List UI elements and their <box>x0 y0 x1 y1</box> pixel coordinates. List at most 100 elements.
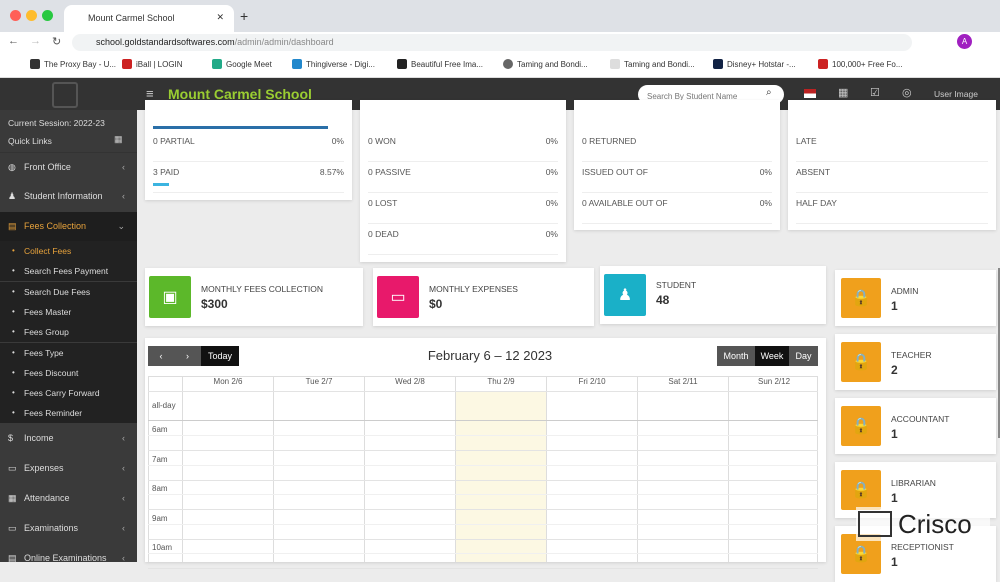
quick-links[interactable]: Quick Links <box>8 136 52 146</box>
calendar-today-button[interactable]: Today <box>201 346 239 366</box>
new-tab-button[interactable]: + <box>240 8 249 24</box>
maximize-window-button[interactable] <box>42 10 53 21</box>
calendar-icon[interactable]: ▦ <box>838 87 849 99</box>
language-flag-icon[interactable] <box>804 89 816 98</box>
globe-icon: ◍ <box>8 162 16 172</box>
day-header[interactable]: Wed 2/8 <box>364 377 455 391</box>
progress-bar <box>153 126 328 129</box>
lock-icon: 🔒 <box>841 406 881 446</box>
sidebar-item[interactable]: ▭ Examinations ‹ <box>8 523 125 533</box>
day-column <box>182 391 183 562</box>
time-label: 6am <box>152 425 168 434</box>
student-search-input[interactable] <box>638 85 784 104</box>
day-column <box>364 391 365 562</box>
day-header[interactable]: Sun 2/12 <box>728 377 819 391</box>
bookmark[interactable]: Disney+ Hotstar -... <box>713 59 796 69</box>
close-tab-icon[interactable]: ✕ <box>216 12 224 22</box>
fees-overview-card: 0 PARTIAL 0% 3 PAID 8.57% <box>145 100 352 200</box>
stat-role: 🔒 TEACHER 2 <box>835 334 996 390</box>
bookmark[interactable]: iBall | LOGIN <box>122 59 183 69</box>
tab-title: Mount Carmel School <box>88 13 175 23</box>
calendar-prev-button[interactable]: ‹ <box>148 346 174 366</box>
calendar-next-button[interactable]: › <box>174 346 201 366</box>
bookmark[interactable]: Taming and Bondi... <box>503 59 588 69</box>
bookmark[interactable]: Google Meet <box>212 59 272 69</box>
sidebar-item-student-information[interactable]: ♟ Student Information ‹ <box>8 191 125 201</box>
sidebar-subitem[interactable]: Fees Master <box>0 301 137 322</box>
minimize-window-button[interactable] <box>26 10 37 21</box>
day-header[interactable]: Fri 2/10 <box>546 377 637 391</box>
back-icon[interactable]: ← <box>8 35 19 47</box>
sidebar-subitem[interactable]: Collect Fees <box>0 241 137 261</box>
sidebar-subitem[interactable]: Fees Reminder <box>0 403 137 424</box>
stat-student: ♟ STUDENT 48 <box>600 266 826 324</box>
sidebar-item[interactable]: ▤ Online Examinations ‹ <box>8 553 125 563</box>
monitor-icon: ▭ <box>8 523 17 533</box>
view-day-button[interactable]: Day <box>789 346 818 366</box>
day-column <box>546 391 547 562</box>
page-scrollbar[interactable] <box>998 268 1000 438</box>
day-column <box>273 391 274 562</box>
sidebar-item[interactable]: $ Income ‹ <box>8 433 125 443</box>
menu-toggle-icon[interactable]: ≡ <box>146 86 154 101</box>
bookmarks-bar <box>0 53 1000 78</box>
sidebar-subitem[interactable]: Fees Carry Forward <box>0 383 137 404</box>
day-column <box>728 391 729 562</box>
day-column <box>637 391 638 562</box>
lock-icon: 🔒 <box>841 278 881 318</box>
time-label: 7am <box>152 454 168 464</box>
user-image[interactable]: User Image <box>934 89 978 99</box>
sidebar-subitem[interactable]: Fees Discount <box>0 362 137 383</box>
day-header[interactable]: Sat 2/11 <box>637 377 728 391</box>
user-icon: ♟ <box>8 191 17 201</box>
file-icon: ▤ <box>8 553 17 563</box>
reload-icon[interactable]: ↻ <box>52 36 62 48</box>
profile-avatar[interactable]: A <box>957 34 972 49</box>
day-header[interactable]: Mon 2/6 <box>182 377 273 391</box>
bookmark[interactable]: Taming and Bondi... <box>610 59 695 69</box>
sidebar-subitem[interactable]: Search Fees Payment <box>0 261 137 282</box>
view-week-button[interactable]: Week <box>755 346 789 366</box>
quick-links-grid-icon[interactable]: ▦ <box>114 134 123 144</box>
dollar-icon: $ <box>8 433 14 443</box>
sidebar-subitem[interactable]: Fees Group <box>0 322 137 343</box>
current-session: Current Session: 2022-23 <box>8 118 105 128</box>
sidebar-item-fees-collection[interactable]: ▤ Fees Collection ⌄ <box>0 212 137 242</box>
stat-role: 🔒 ACCOUNTANT 1 <box>835 398 996 454</box>
day-header[interactable]: Thu 2/9 <box>455 377 546 391</box>
library-card: 0 RETURNED ISSUED OUT OF 0% 0 AVAILABLE O… <box>574 100 780 230</box>
sidebar-item-front-office[interactable]: ◍ Front Office ‹ <box>0 152 137 182</box>
bookmark[interactable]: Beautiful Free Ima... <box>397 59 483 69</box>
lock-icon: 🔒 <box>841 470 881 510</box>
sidebar-item[interactable]: ▭ Expenses ‹ <box>8 463 125 473</box>
view-month-button[interactable]: Month <box>717 346 755 366</box>
url-input[interactable]: school.goldstandardsoftwares.com/admin/a… <box>72 34 912 51</box>
attendance-card: LATE ABSENT HALF DAY <box>788 100 996 230</box>
credit-card-icon: ▭ <box>377 276 419 318</box>
credit-card-icon: ▭ <box>8 463 17 473</box>
task-check-icon[interactable]: ☑ <box>870 87 880 99</box>
search-icon[interactable]: ⌕ <box>766 87 772 98</box>
browser-tab[interactable]: Mount Carmel School ✕ <box>64 5 234 32</box>
money-icon: ▣ <box>149 276 191 318</box>
crisco-logo-icon <box>858 511 892 537</box>
sidebar-item[interactable]: ▦ Attendance ‹ <box>8 493 125 503</box>
crisco-watermark: Crisco <box>856 507 990 541</box>
forward-icon[interactable]: → <box>30 35 41 47</box>
day-header[interactable]: Tue 2/7 <box>273 377 364 391</box>
fees-row: 0 PARTIAL 0% <box>153 132 344 162</box>
enquiry-card: 0 WON 0% 0 PASSIVE 0% 0 LOST 0% 0 DEAD 0% <box>360 100 566 262</box>
sidebar-subitem[interactable]: Search Due Fees <box>0 281 137 302</box>
bookmark[interactable]: Thingiverse - Digi... <box>292 59 375 69</box>
close-window-button[interactable] <box>10 10 21 21</box>
bookmark[interactable]: The Proxy Bay - U... <box>30 59 116 69</box>
stat-role: 🔒 ADMIN 1 <box>835 270 996 326</box>
whatsapp-icon[interactable]: ◎ <box>902 87 912 99</box>
sidebar-subitem[interactable]: Fees Type <box>0 342 137 363</box>
time-label: 9am <box>152 513 168 523</box>
bookmark[interactable]: 100,000+ Free Fo... <box>818 59 903 69</box>
stat-monthly-fees: ▣ MONTHLY FEES COLLECTION $300 <box>145 268 363 326</box>
school-logo <box>52 82 78 108</box>
school-title: Mount Carmel School <box>168 86 312 102</box>
today-column-highlight <box>455 391 546 562</box>
